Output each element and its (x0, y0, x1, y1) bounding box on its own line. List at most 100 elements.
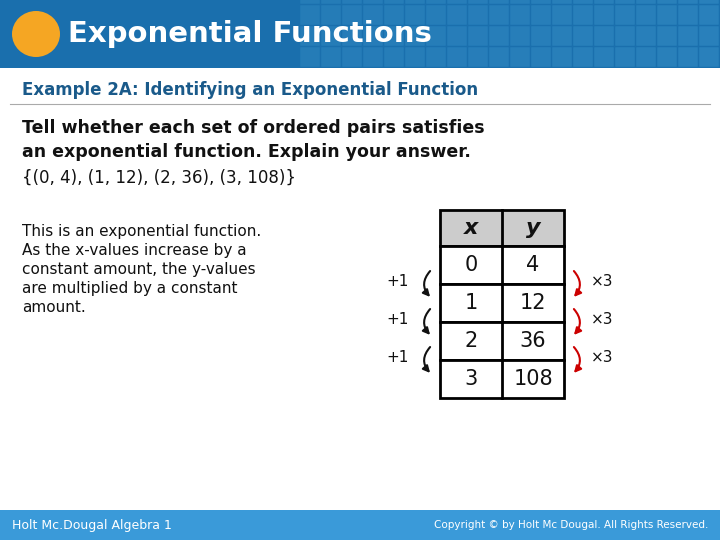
Bar (342, 26, 361, 45)
Bar (594, 47, 613, 66)
Text: This is an exponential function.: This is an exponential function. (22, 224, 261, 239)
Text: Tell whether each set of ordered pairs satisfies
an exponential function. Explai: Tell whether each set of ordered pairs s… (22, 119, 485, 161)
Text: 36: 36 (520, 331, 546, 351)
Bar (447, 26, 466, 45)
Bar (440, 360, 564, 398)
Text: 2: 2 (464, 331, 477, 351)
Bar (300, 5, 319, 24)
Bar (426, 0, 445, 3)
Text: Example 2A: Identifying an Exponential Function: Example 2A: Identifying an Exponential F… (22, 81, 478, 99)
Bar (489, 47, 508, 66)
Bar (510, 5, 529, 24)
Text: +1: +1 (387, 274, 409, 289)
Text: Copyright © by Holt Mc Dougal. All Rights Reserved.: Copyright © by Holt Mc Dougal. All Right… (433, 520, 708, 530)
Bar (636, 0, 655, 3)
Bar (678, 47, 697, 66)
Bar (678, 5, 697, 24)
Bar (594, 5, 613, 24)
Bar (0, 510, 720, 540)
Bar (447, 47, 466, 66)
Bar (573, 5, 592, 24)
Bar (363, 47, 382, 66)
Bar (573, 0, 592, 3)
Text: 3: 3 (464, 369, 477, 389)
Bar (510, 26, 529, 45)
Text: As the x-values increase by a: As the x-values increase by a (22, 243, 247, 258)
Text: ×3: ×3 (590, 313, 613, 327)
Bar (405, 0, 424, 3)
Text: constant amount, the y-values: constant amount, the y-values (22, 262, 256, 277)
Bar (363, 26, 382, 45)
Text: ×3: ×3 (590, 350, 613, 366)
Bar (384, 5, 403, 24)
Bar (300, 0, 319, 3)
Text: Exponential Functions: Exponential Functions (68, 20, 432, 48)
Bar (468, 0, 487, 3)
Bar (363, 0, 382, 3)
Text: x: x (464, 218, 478, 238)
Bar (615, 26, 634, 45)
Bar (384, 0, 403, 3)
Bar (405, 5, 424, 24)
Bar (321, 5, 340, 24)
Bar (426, 5, 445, 24)
Bar (384, 47, 403, 66)
Bar (657, 0, 676, 3)
Bar (636, 47, 655, 66)
Bar (440, 210, 564, 246)
Bar (489, 0, 508, 3)
Bar (531, 26, 550, 45)
Bar (468, 47, 487, 66)
Bar (573, 47, 592, 66)
Bar (531, 47, 550, 66)
Bar (405, 47, 424, 66)
Bar (552, 26, 571, 45)
Bar (552, 0, 571, 3)
Bar (531, 0, 550, 3)
Bar (440, 284, 564, 322)
Text: y: y (526, 218, 540, 238)
Bar (489, 5, 508, 24)
Text: are multiplied by a constant: are multiplied by a constant (22, 281, 238, 296)
Bar (342, 0, 361, 3)
Bar (657, 47, 676, 66)
Bar (594, 0, 613, 3)
Text: ×3: ×3 (590, 274, 613, 289)
Bar (426, 47, 445, 66)
Bar (615, 47, 634, 66)
Bar (510, 0, 529, 3)
Bar (489, 26, 508, 45)
Bar (405, 26, 424, 45)
Bar (594, 26, 613, 45)
Text: 0: 0 (464, 255, 477, 275)
Bar (552, 5, 571, 24)
Bar (699, 0, 718, 3)
Bar (678, 0, 697, 3)
Bar (447, 5, 466, 24)
Bar (573, 26, 592, 45)
Bar (426, 26, 445, 45)
Bar (300, 47, 319, 66)
Text: 108: 108 (513, 369, 553, 389)
Text: amount.: amount. (22, 300, 86, 315)
Text: 1: 1 (464, 293, 477, 313)
Bar (678, 26, 697, 45)
Bar (321, 0, 340, 3)
Bar (636, 26, 655, 45)
Bar (615, 5, 634, 24)
Bar (699, 47, 718, 66)
Bar (699, 5, 718, 24)
Text: 12: 12 (520, 293, 546, 313)
Bar (531, 5, 550, 24)
Bar (321, 47, 340, 66)
Bar (342, 5, 361, 24)
Bar (447, 0, 466, 3)
Text: +1: +1 (387, 350, 409, 366)
Bar (363, 5, 382, 24)
Bar (440, 246, 564, 284)
Bar (321, 26, 340, 45)
Bar (468, 5, 487, 24)
Bar (342, 47, 361, 66)
Ellipse shape (12, 11, 60, 57)
Bar (468, 26, 487, 45)
